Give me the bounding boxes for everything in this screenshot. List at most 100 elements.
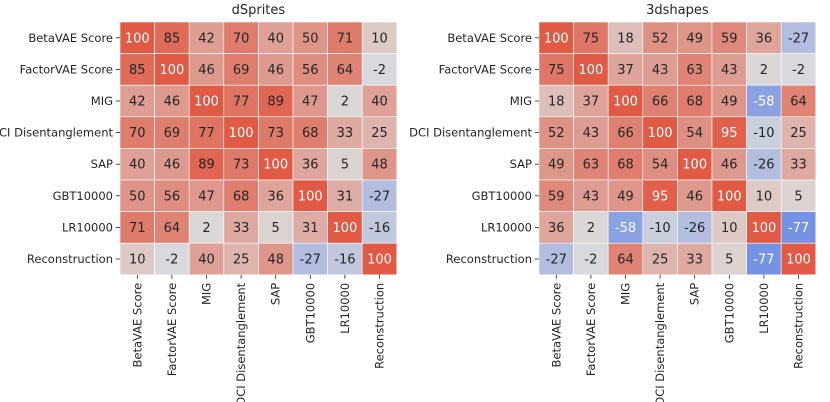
cell-value-label: 36: [267, 189, 284, 204]
cell-value-label: 73: [233, 158, 250, 173]
cell-value-label: 43: [652, 63, 669, 78]
cell-value-label: 70: [233, 31, 250, 46]
cell-value-label: -2: [373, 63, 386, 78]
cell-value-label: 66: [617, 126, 634, 141]
cell-value-label: 48: [371, 158, 388, 173]
cell-value-label: 100: [298, 189, 323, 204]
cell-value-label: 100: [751, 221, 776, 236]
y-tick-label-mig: MIG: [510, 94, 532, 108]
cell-value-label: 2: [341, 95, 349, 110]
cell-value-label: 68: [686, 95, 703, 110]
chart-title-dsprites: dSprites: [232, 3, 286, 18]
heatmap-cell: [258, 211, 294, 244]
heatmap-cell: [746, 211, 782, 244]
cell-value-label: 25: [371, 126, 388, 141]
heatmap-cell: [711, 21, 747, 54]
heatmap-cell: [780, 84, 817, 118]
cell-value-label: 68: [302, 126, 319, 141]
heatmap-cell: [188, 116, 225, 149]
heatmap-cell: [119, 116, 155, 149]
x-tick-label-sap: SAP: [269, 283, 283, 305]
y-tick-label-reconstruction: Reconstruction: [27, 252, 113, 266]
heatmap-cell: [361, 211, 398, 244]
heatmap-cell: [642, 211, 678, 244]
cell-value-label: 10: [756, 189, 773, 204]
heatmap-cell: [223, 53, 259, 86]
heatmap-cell: [188, 242, 225, 276]
heatmap-cell: [642, 179, 678, 212]
cell-value-label: 10: [129, 253, 146, 268]
cell-value-label: 37: [583, 95, 600, 110]
cell-value-label: 25: [790, 126, 807, 141]
cell-value-label: 68: [233, 189, 250, 204]
cell-value-label: 49: [548, 158, 565, 173]
heatmap-cell: [292, 21, 328, 54]
cell-value-label: 46: [267, 63, 284, 78]
heatmap-cell: [292, 84, 328, 118]
cell-value-label: 100: [578, 63, 603, 78]
heatmap-cell: [573, 53, 609, 86]
cell-value-label: -2: [792, 63, 805, 78]
heatmap-cell: [677, 21, 713, 54]
cell-value-label: 2: [202, 221, 210, 236]
x-tick-label-betavae-score: BetaVAE Score: [549, 283, 563, 368]
heatmap-cell: [677, 53, 713, 86]
cell-value-label: 100: [229, 126, 254, 141]
cell-value-label: 54: [652, 158, 669, 173]
heatmap-cell: [711, 53, 747, 86]
cell-value-label: 40: [267, 31, 284, 46]
y-tick-label-reconstruction: Reconstruction: [446, 252, 532, 266]
heatmap-cell: [780, 148, 817, 181]
heatmap-cell: [780, 211, 817, 244]
x-tick-label-reconstruction: Reconstruction: [373, 283, 387, 369]
heatmap-cell: [607, 84, 644, 118]
cell-value-label: -26: [753, 158, 774, 173]
cell-value-label: 47: [198, 189, 215, 204]
cell-value-label: -77: [753, 253, 774, 268]
cell-value-label: 36: [302, 158, 319, 173]
heatmap-cell: [642, 84, 678, 118]
cell-value-label: 100: [786, 253, 811, 268]
cell-value-label: 64: [617, 253, 634, 268]
heatmap-cell: [746, 179, 782, 212]
heatmap-cell: [677, 116, 713, 149]
y-tick-label-factorvae-score: FactorVAE Score: [20, 62, 113, 76]
cell-value-label: 40: [198, 253, 215, 268]
cell-value-label: 100: [125, 31, 150, 46]
heatmap-cell: [361, 21, 398, 54]
heatmap-cell: [327, 148, 363, 181]
heatmap-cell: [573, 148, 609, 181]
x-tick-label-mig: MIG: [619, 283, 633, 305]
heatmap-cell: [607, 242, 644, 276]
cell-value-label: 64: [790, 95, 807, 110]
heatmap-cell: [573, 84, 609, 118]
cell-value-label: 59: [721, 31, 738, 46]
cell-value-label: -10: [649, 221, 670, 236]
cell-value-label: 48: [267, 253, 284, 268]
x-tick-label-dci-disentanglement: DCI Disentanglement: [234, 282, 248, 402]
cell-value-label: -27: [788, 31, 809, 46]
heatmap-cell: [327, 116, 363, 149]
cell-value-label: 10: [371, 31, 388, 46]
heatmap-cell: [361, 148, 398, 181]
heatmap-cell: [677, 242, 713, 276]
cell-value-label: 100: [159, 63, 184, 78]
cell-value-label: -26: [684, 221, 705, 236]
y-tick-label-lr10000: LR10000: [62, 220, 113, 234]
heatmap-cell: [573, 242, 609, 276]
cell-value-label: 42: [129, 95, 146, 110]
cell-value-label: 31: [337, 189, 354, 204]
cell-value-label: 10: [721, 221, 738, 236]
y-tick-label-sap: SAP: [91, 157, 113, 171]
cell-value-label: 64: [164, 221, 181, 236]
heatmap-cell: [573, 179, 609, 212]
cell-value-label: 2: [760, 63, 768, 78]
heatmap-cell: [327, 211, 363, 244]
cell-value-label: 100: [263, 158, 288, 173]
y-tick-label-factorvae-score: FactorVAE Score: [439, 62, 532, 76]
heatmap-cell: [223, 148, 259, 181]
cell-value-label: 73: [267, 126, 284, 141]
cell-value-label: 37: [617, 63, 634, 78]
cell-value-label: 36: [548, 221, 565, 236]
heatmap-cell: [188, 84, 225, 118]
